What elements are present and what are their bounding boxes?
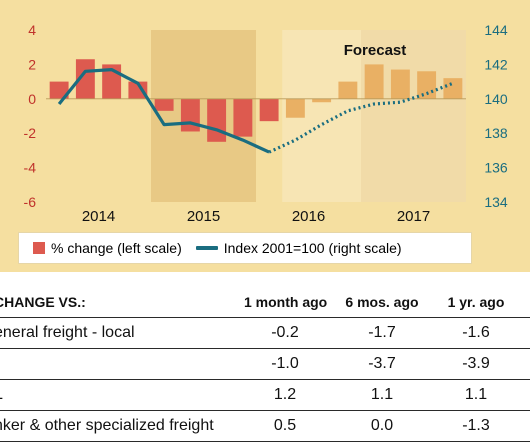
left-tick-label: -6 xyxy=(24,194,37,210)
left-tick-label: -2 xyxy=(24,125,37,141)
bar-2016Q2 xyxy=(285,98,305,118)
legend-item-index: Index 2001=100 (right scale) xyxy=(195,240,402,256)
legend-bar-swatch xyxy=(33,242,45,254)
bar-2016Q3 xyxy=(312,98,332,103)
left-tick-label: 4 xyxy=(28,22,36,38)
table-header-label: CHANGE VS.: xyxy=(0,294,86,310)
chart-legend: % change (left scale) Index 2001=100 (ri… xyxy=(18,232,472,264)
table-row: nker & other specialized freight 0.5 0.0… xyxy=(0,411,530,442)
row-label: nker & other specialized freight xyxy=(0,417,214,434)
row-value-6-months: 0.0 xyxy=(370,417,394,434)
chart-panel: 4 2 0 -2 -4 -6 144 142 140 138 136 134 2014 2015 201… xyxy=(0,0,530,272)
row-value-1-month: -0.2 xyxy=(271,324,299,341)
bar-2015Q3 xyxy=(207,98,227,142)
row-value-1-month: 1.2 xyxy=(273,386,297,403)
row-value-1-year: -1.6 xyxy=(462,324,490,341)
change-table: CHANGE VS.: 1 month ago 6 mos. ago 1 yr.… xyxy=(0,284,530,442)
table-header-row: CHANGE VS.: 1 month ago 6 mos. ago 1 yr.… xyxy=(0,284,530,318)
bar-2016Q1 xyxy=(259,98,279,122)
row-value-1-year: 1.1 xyxy=(464,386,488,403)
x-tick-label-2016: 2016 xyxy=(292,208,325,225)
row-value-6-months: 1.1 xyxy=(370,386,394,403)
table-header-6-months: 6 mos. ago xyxy=(345,294,419,310)
bar-2016Q4 xyxy=(338,81,358,99)
left-tick-label: -4 xyxy=(24,160,37,176)
bar-2015Q2 xyxy=(180,98,200,132)
row-value-1-month: 0.5 xyxy=(273,417,297,434)
forecast-region xyxy=(282,30,466,202)
row-label: eneral freight - local xyxy=(0,324,135,341)
bar-2015Q4 xyxy=(233,98,253,137)
row-value-1-year: -1.3 xyxy=(462,417,490,434)
legend-item-percent-change: % change (left scale) xyxy=(33,240,182,256)
bar-2014Q4 xyxy=(128,81,148,99)
table-header-1-month: 1 month ago xyxy=(244,294,328,310)
right-tick-label: 140 xyxy=(484,91,508,107)
right-tick-label: 144 xyxy=(484,22,508,38)
bar-2017Q4 xyxy=(443,78,463,99)
chart: 4 2 0 -2 -4 -6 144 142 140 138 136 134 2014 2015 201… xyxy=(24,22,508,225)
table-row: eneral freight - local -0.2 -1.7 -1.6 xyxy=(0,318,530,349)
bar-2017Q1 xyxy=(364,64,384,99)
x-tick-label-2015: 2015 xyxy=(187,208,220,225)
x-tick-label-2017: 2017 xyxy=(397,208,430,225)
table-row: L 1.2 1.1 1.1 xyxy=(0,380,530,411)
row-value-1-year: -3.9 xyxy=(462,355,490,372)
row-value-1-month: -1.0 xyxy=(271,355,299,372)
right-tick-label: 138 xyxy=(484,125,508,141)
bar-2017Q2 xyxy=(390,69,410,99)
legend-line-label: Index 2001=100 (right scale) xyxy=(223,240,402,256)
right-tick-label: 136 xyxy=(484,160,508,176)
table-header-1-year: 1 yr. ago xyxy=(447,294,505,310)
left-tick-label: 2 xyxy=(28,56,36,72)
left-tick-label: 0 xyxy=(28,91,36,107)
table-row: -1.0 -3.7 -3.9 xyxy=(0,349,530,380)
right-tick-label: 142 xyxy=(484,56,508,72)
index-line-forecast xyxy=(268,81,454,154)
legend-bar-label: % change (left scale) xyxy=(51,240,182,256)
right-tick-label: 134 xyxy=(484,194,508,210)
row-value-6-months: -3.7 xyxy=(368,355,396,372)
index-line-actual xyxy=(57,67,270,154)
bar-2017Q3 xyxy=(417,71,437,99)
x-tick-label-2014: 2014 xyxy=(82,208,115,225)
bar-2015Q1 xyxy=(154,98,174,111)
forecast-label: Forecast xyxy=(344,42,407,59)
bar-2014Q2 xyxy=(75,59,95,99)
bar-2014Q1 xyxy=(49,81,69,99)
legend-line-swatch xyxy=(195,246,218,250)
row-label: L xyxy=(0,386,3,404)
row-value-6-months: -1.7 xyxy=(368,324,396,341)
